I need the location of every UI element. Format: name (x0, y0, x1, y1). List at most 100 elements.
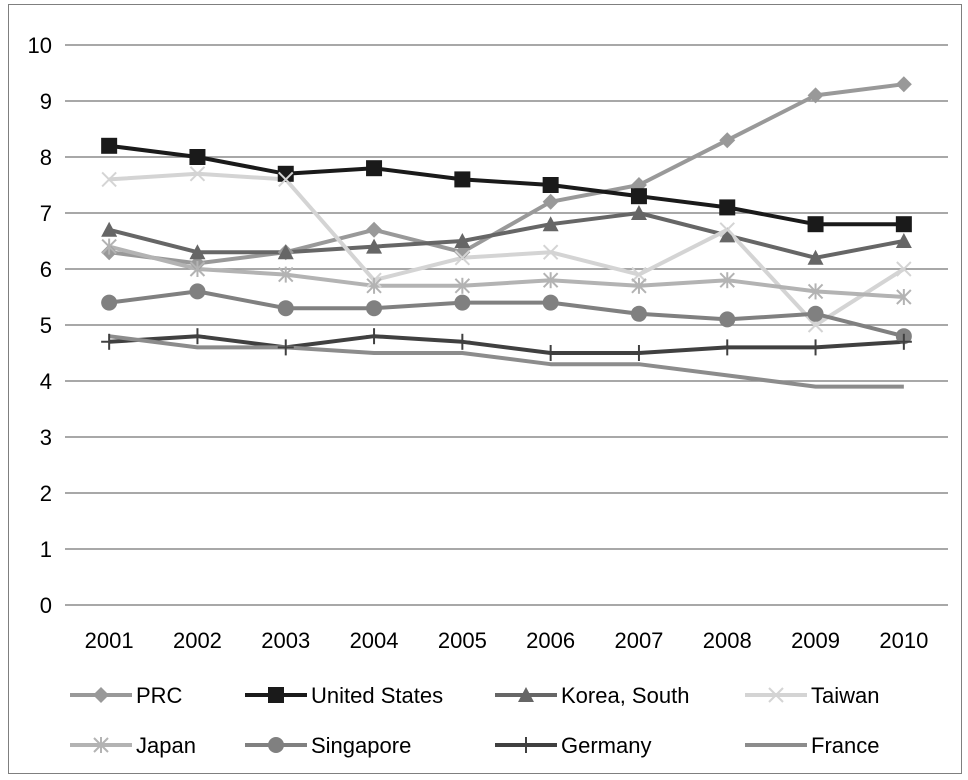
y-tick-label: 1 (40, 537, 52, 562)
data-point-germany (895, 333, 912, 350)
data-point-singapore (454, 294, 471, 311)
data-point-united-states (719, 199, 736, 216)
data-point-korea-south (719, 227, 736, 243)
data-point-united-states (807, 216, 824, 233)
y-axis: 0 1 2 3 4 5 6 7 8 9 10 (28, 33, 52, 618)
legend-entry-united-states: United States (245, 683, 443, 708)
legend-entry-germany: Germany (495, 733, 651, 758)
x-tick-label: 2003 (261, 628, 310, 653)
y-tick-label: 2 (40, 481, 52, 506)
data-point-taiwan (101, 171, 117, 188)
series-line-taiwan (109, 171, 905, 327)
series-markers (101, 76, 912, 361)
x-tick-label: 2009 (791, 628, 840, 653)
series-lines (108, 82, 905, 389)
data-point-japan (366, 277, 382, 294)
data-point-germany (189, 328, 206, 345)
data-point-germany (719, 339, 736, 356)
data-point-taiwan (454, 250, 471, 266)
data-point-japan (542, 272, 559, 289)
data-point-united-states (542, 177, 559, 193)
data-point-japan (631, 277, 647, 294)
data-point-united-states (277, 165, 294, 182)
chart-frame (8, 4, 962, 774)
legend-entry-france: France (745, 733, 879, 758)
data-point-singapore (542, 294, 559, 311)
data-point-prc (807, 87, 824, 104)
legend-entry-prc: PRC (70, 683, 183, 708)
data-point-germany (807, 339, 824, 356)
legend-label: Germany (561, 733, 651, 758)
data-point-prc (895, 76, 912, 93)
legend-label: Japan (136, 733, 196, 758)
legend-marker (768, 687, 784, 703)
data-point-japan (101, 238, 117, 255)
data-point-japan (807, 283, 824, 300)
data-point-taiwan (278, 171, 294, 188)
legend-label: Korea, South (561, 683, 689, 708)
data-point-korea-south (189, 244, 206, 260)
x-tick-label: 2008 (703, 628, 752, 653)
legend-marker (93, 687, 109, 703)
x-tick-label: 2001 (85, 628, 134, 653)
series-line-korea-south (108, 211, 905, 260)
y-tick-label: 6 (40, 257, 52, 282)
legend-label: Taiwan (811, 683, 879, 708)
data-point-taiwan (631, 266, 647, 283)
data-point-korea-south (807, 249, 824, 265)
data-point-taiwan (807, 317, 824, 333)
data-point-germany (101, 333, 118, 350)
data-point-united-states (189, 149, 206, 165)
data-point-taiwan (896, 261, 912, 277)
gridlines (65, 44, 948, 606)
y-tick-label: 3 (40, 425, 52, 450)
y-tick-label: 10 (28, 33, 52, 58)
x-tick-label: 2006 (526, 628, 575, 653)
data-point-korea-south (101, 221, 118, 237)
data-point-korea-south (277, 244, 294, 260)
legend-label: France (811, 733, 879, 758)
y-tick-label: 9 (40, 89, 52, 114)
data-point-korea-south (366, 238, 383, 254)
legend-label: PRC (136, 683, 183, 708)
legend-marker (518, 687, 534, 702)
series-line-prc (108, 82, 905, 266)
y-tick-label: 4 (40, 369, 52, 394)
data-point-japan (719, 272, 735, 289)
legend-marker (518, 737, 534, 753)
legend: PRC United States Korea, South Taiwan Japan S… (70, 683, 879, 758)
y-tick-label: 0 (40, 593, 52, 618)
x-tick-label: 2002 (173, 628, 222, 653)
data-point-singapore (101, 294, 118, 311)
data-point-korea-south (454, 233, 471, 248)
data-point-prc (719, 132, 736, 149)
legend-entry-singapore: Singapore (245, 733, 411, 758)
x-tick-label: 2010 (879, 628, 928, 653)
x-tick-label: 2005 (438, 628, 487, 653)
data-point-korea-south (895, 233, 912, 248)
data-point-japan (454, 277, 471, 294)
data-point-united-states (630, 188, 647, 205)
data-point-japan (278, 266, 294, 283)
data-point-taiwan (719, 222, 735, 238)
data-point-united-states (366, 160, 383, 177)
x-tick-label: 2004 (350, 628, 399, 653)
data-point-singapore (630, 305, 647, 322)
legend-entry-taiwan: Taiwan (745, 683, 879, 708)
data-point-singapore (719, 311, 736, 328)
data-point-prc (542, 193, 559, 210)
data-point-taiwan (542, 244, 559, 260)
series-line-germany (109, 334, 904, 355)
data-point-korea-south (542, 216, 559, 232)
data-point-singapore (277, 300, 294, 317)
series-line-united-states (108, 143, 904, 227)
data-point-united-states (895, 216, 912, 233)
data-point-germany (542, 345, 559, 361)
data-point-prc (366, 221, 383, 238)
series-line-japan (108, 244, 904, 299)
data-point-singapore (366, 300, 383, 317)
legend-entry-korea-south: Korea, South (495, 683, 689, 708)
legend-entry-japan: Japan (70, 733, 196, 758)
data-point-united-states (454, 171, 471, 188)
